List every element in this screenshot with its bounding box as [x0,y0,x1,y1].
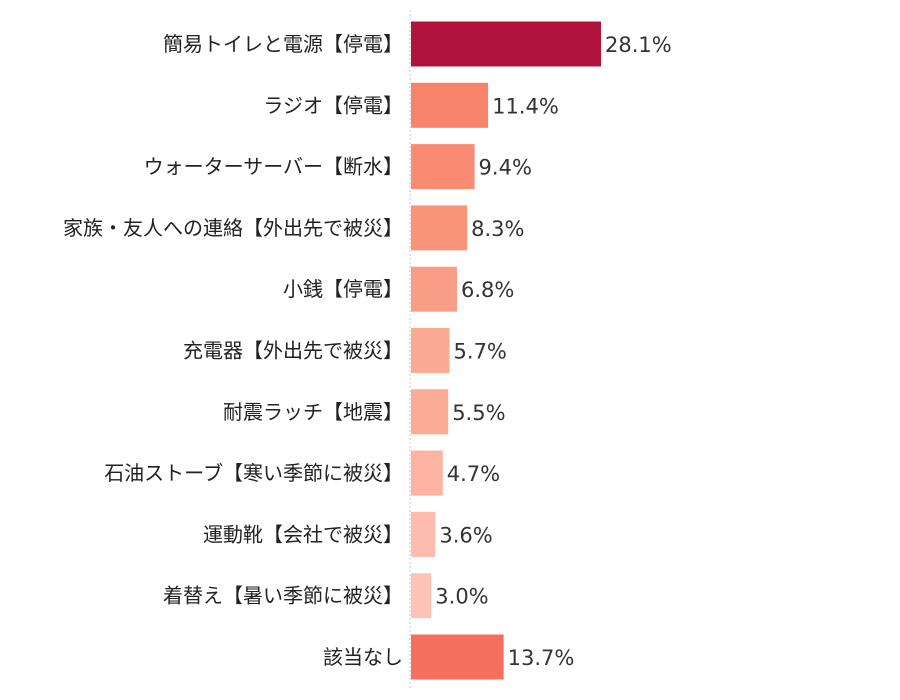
bars [411,21,601,680]
bar-value-label: 9.4% [479,156,532,180]
bar [411,205,468,251]
category-label: ウォーターサーバー【断水】 [144,155,403,179]
category-label: 小銭【停電】 [283,277,403,301]
bar [411,21,601,67]
bar [411,266,457,312]
category-label: 簡易トイレと電源【停電】 [163,32,403,56]
category-labels: 簡易トイレと電源【停電】ラジオ【停電】ウォーターサーバー【断水】家族・友人への連… [63,32,403,669]
bar [411,511,436,557]
bar-value-label: 5.7% [454,340,507,364]
bar [411,144,475,190]
category-label: 石油ストーブ【寒い季節に被災】 [104,461,403,485]
bar [411,450,443,496]
bar [411,573,432,619]
category-label: 家族・友人への連絡【外出先で被災】 [63,216,403,240]
category-label: 着替え【暑い季節に被災】 [163,584,403,608]
category-label: 該当なし [323,645,403,669]
bar-value-label: 5.5% [452,401,505,425]
bar [411,389,449,435]
bar-value-label: 6.8% [461,278,514,302]
bar [411,328,450,373]
value-labels: 28.1% 11.4% 9.4% 8.3% 6.8% 5.7% 5.5% 4.7% 3.6% 3.… [435,33,671,670]
category-label: 充電器【外出先で被災】 [183,339,403,363]
bar-value-label: 3.0% [435,585,488,609]
bar-value-label: 13.7% [508,646,575,670]
bar-value-label: 8.3% [471,217,524,241]
bar-value-label: 4.7% [447,462,500,486]
category-label: 耐震ラッチ【地震】 [223,400,403,424]
bar-value-label: 11.4% [492,94,559,118]
bar-value-label: 28.1% [605,33,672,57]
bar-value-label: 3.6% [439,523,492,547]
category-label: ラジオ【停電】 [263,93,403,117]
category-label: 運動靴【会社で被災】 [203,522,403,546]
bar [411,634,504,680]
bar [411,82,489,128]
